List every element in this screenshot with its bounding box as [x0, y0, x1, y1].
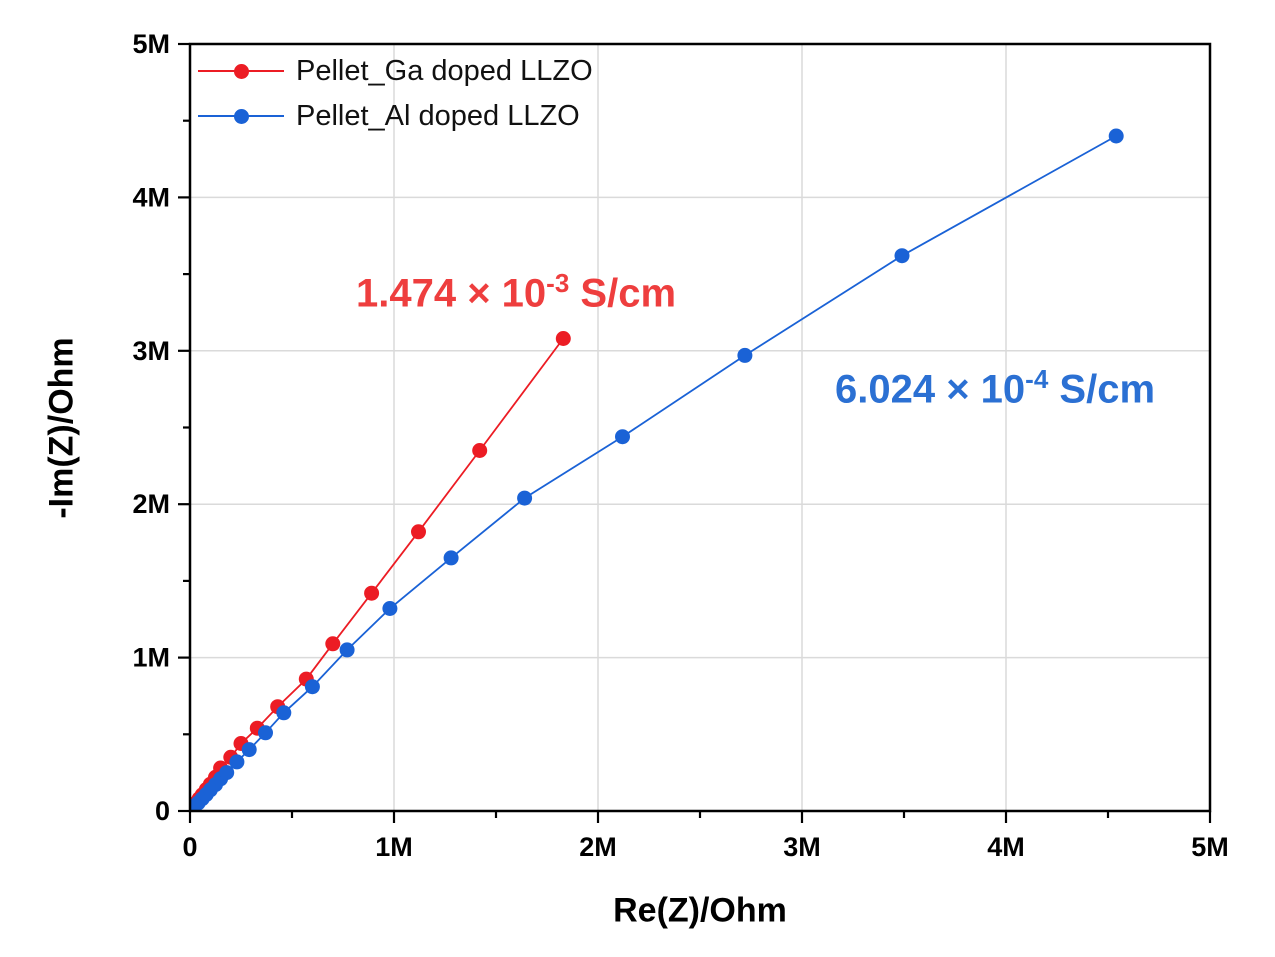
- data-point-marker: [276, 705, 292, 721]
- x-axis-title: Re(Z)/Ohm: [613, 891, 787, 930]
- data-point-marker: [411, 524, 426, 540]
- legend-item-ga-doped: Pellet_Ga doped LLZO: [198, 53, 593, 89]
- series-line: [191, 135, 1117, 810]
- y-tick-label: 2M: [132, 489, 170, 519]
- axis-ticks: [178, 42, 1212, 823]
- data-point-marker: [364, 585, 380, 601]
- legend: Pellet_Ga doped LLZO Pellet_Al doped LLZ…: [198, 53, 593, 134]
- data-point-marker: [1108, 128, 1124, 144]
- data-point-marker: [258, 725, 273, 741]
- plot-frame: [188, 42, 1212, 813]
- conductivity-annotation-ga: 1.474 × 10-3 S/cm: [355, 270, 677, 317]
- data-point-marker: [472, 443, 488, 458]
- x-tick-label: 4M: [987, 832, 1025, 862]
- legend-marker-red: [198, 63, 284, 79]
- legend-item-al-doped: Pellet_Al doped LLZO: [198, 98, 593, 134]
- y-tick-label: 3M: [132, 336, 170, 366]
- data-point-marker: [382, 601, 398, 616]
- annotation-al-base: 6.024 × 10: [834, 367, 1026, 412]
- series-al: [190, 128, 1124, 811]
- annotation-al-exponent: -4: [1025, 364, 1049, 395]
- data-point-marker: [219, 765, 235, 781]
- data-point-marker: [737, 347, 753, 363]
- annotation-ga-base: 1.474 × 10: [355, 271, 547, 316]
- data-point-marker: [517, 490, 533, 506]
- annotation-ga-exponent: -3: [546, 268, 570, 299]
- series-line: [191, 337, 565, 809]
- data-point-marker: [229, 754, 245, 770]
- data-point-marker: [894, 248, 910, 264]
- data-point-marker: [555, 331, 571, 346]
- x-tick-label: 1M: [375, 832, 413, 862]
- y-tick-label: 5M: [132, 29, 170, 59]
- annotation-ga-unit: S/cm: [569, 271, 677, 316]
- data-point-marker: [241, 742, 257, 758]
- data-point-marker: [325, 636, 341, 652]
- legend-dot-red-icon: [234, 64, 249, 79]
- legend-label-ga: Pellet_Ga doped LLZO: [296, 54, 593, 87]
- legend-label-al: Pellet_Al doped LLZO: [296, 99, 580, 132]
- legend-dot-blue-icon: [234, 109, 249, 124]
- data-point-marker: [615, 429, 630, 445]
- y-tick-label: 1M: [132, 643, 170, 673]
- legend-marker-blue: [198, 108, 284, 124]
- x-tick-label: 0: [182, 832, 197, 862]
- y-tick-label: 4M: [132, 182, 170, 212]
- gridlines: [190, 44, 1210, 811]
- data-point-marker: [443, 550, 459, 566]
- series-ga: [190, 331, 571, 811]
- x-tick-label: 5M: [1191, 832, 1229, 862]
- annotation-al-unit: S/cm: [1048, 367, 1156, 412]
- data-point-marker: [339, 642, 355, 658]
- data-point-marker: [304, 679, 320, 695]
- conductivity-annotation-al: 6.024 × 10-4 S/cm: [834, 366, 1156, 413]
- tick-labels: 0 1M 2M 3M 4M 5M 0 1M 2M 3M 4M 5M: [132, 29, 1228, 862]
- y-axis-title: -Im(Z)/Ohm: [42, 337, 81, 519]
- x-tick-label: 2M: [579, 832, 617, 862]
- y-tick-label: 0: [155, 796, 170, 826]
- x-tick-label: 3M: [783, 832, 821, 862]
